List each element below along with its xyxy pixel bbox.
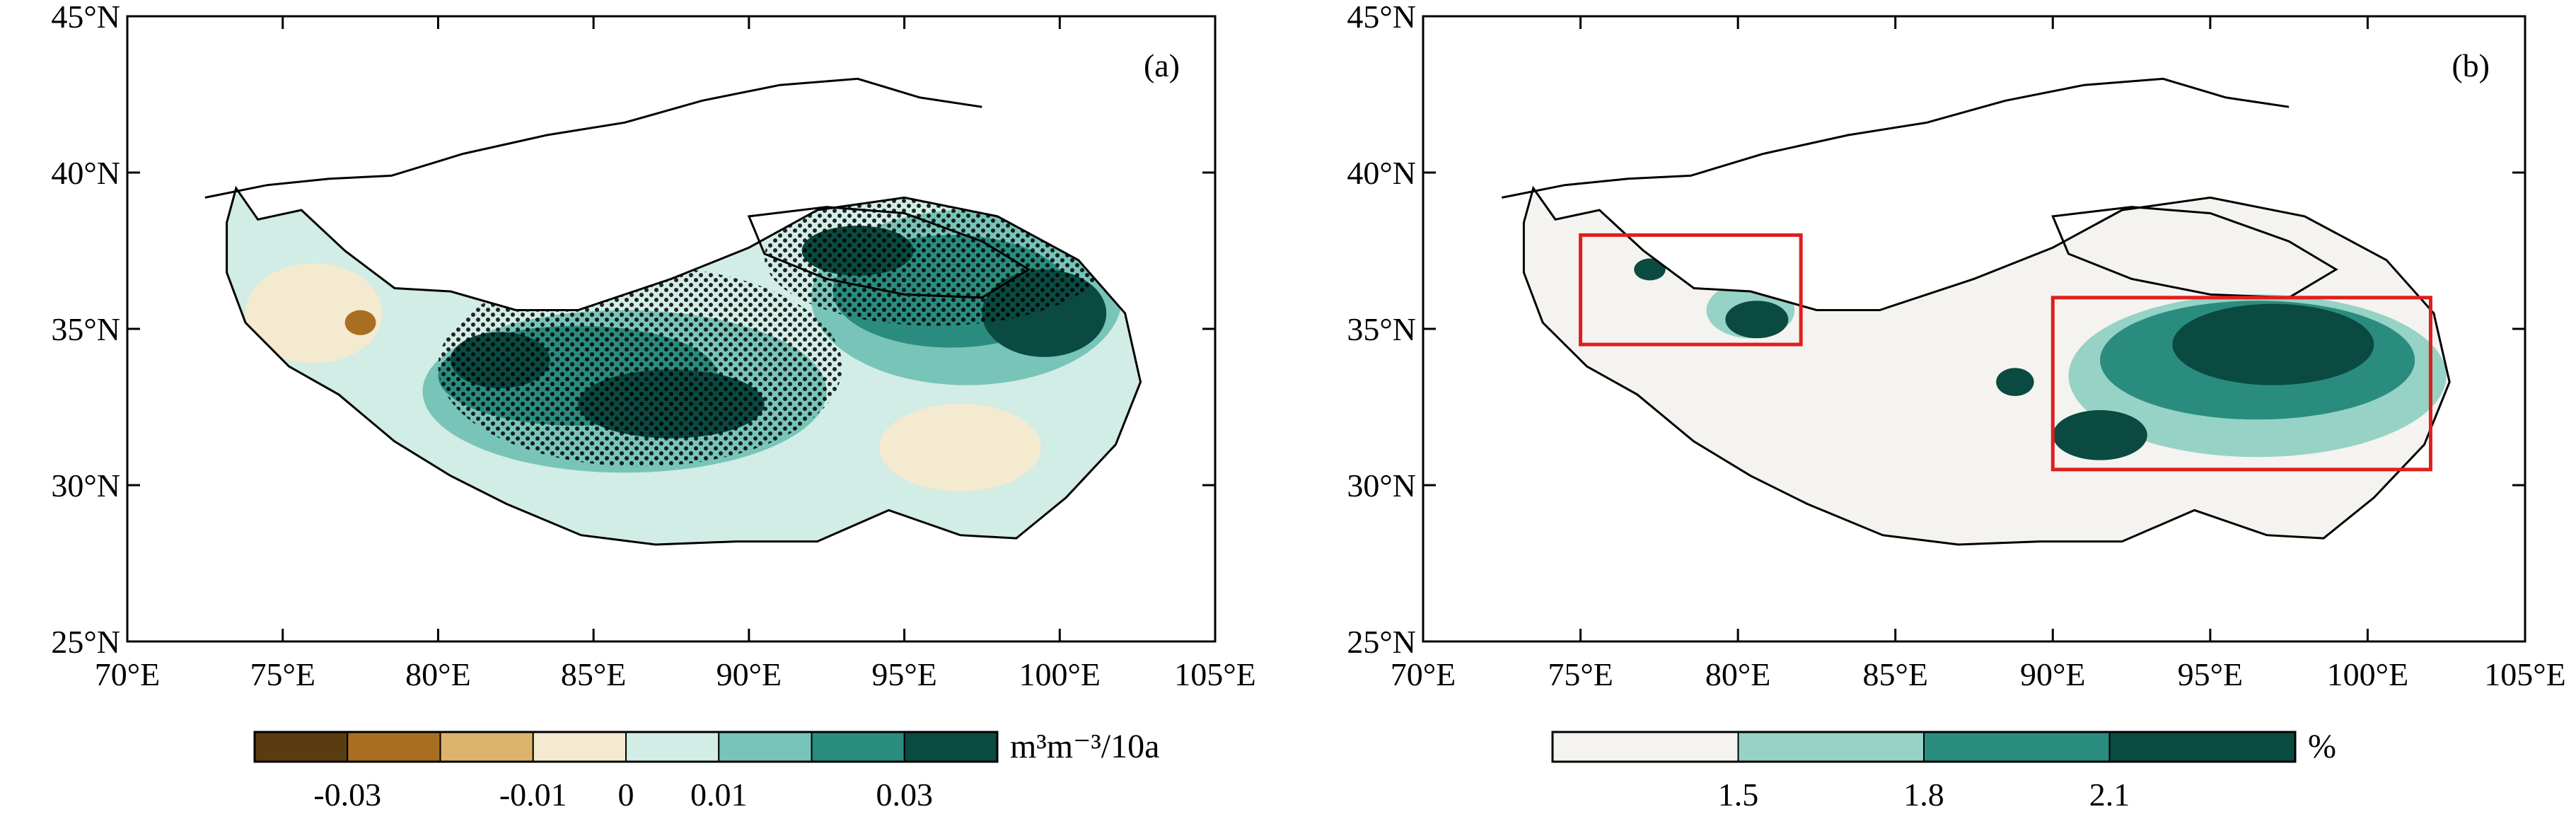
colorbar-unit: m³m⁻³/10a <box>1010 728 1159 765</box>
x-tick-label: 80°E <box>1705 656 1771 692</box>
field-patch-west-max <box>1725 301 1789 339</box>
x-tick-label: 80°E <box>405 656 471 692</box>
field-patch-southwest-max <box>2053 409 2147 460</box>
plateau-boundary <box>226 185 1142 546</box>
colorbar-swatch <box>625 731 720 762</box>
colorbar-tick-label: 0 <box>618 777 634 813</box>
colorbar-swatch <box>2108 731 2296 762</box>
y-tick-label: 45°N <box>51 0 120 35</box>
colorbar: m³m⁻³/10a -0.03 -0.01 0 0.01 0.03 <box>253 728 1159 813</box>
colorbar-swatch <box>1737 731 1925 762</box>
colorbar-swatch <box>718 731 813 762</box>
y-tick-label: 25°N <box>51 624 120 660</box>
x-tick-label: 75°E <box>1548 656 1613 692</box>
colorbar: % 1.5 1.8 2.1 <box>1551 728 2336 813</box>
field-patch-isolated <box>1996 368 2034 397</box>
colorbar-swatch <box>811 731 905 762</box>
colorbar-swatch <box>347 731 441 762</box>
panel-b: 70°E 75°E 80°E 85°E 90°E 95°E 100°E 105°E 45°N 40… <box>1347 0 2565 813</box>
colorbar-tick-label: 1.8 <box>1903 777 1944 813</box>
x-tick-label: 85°E <box>561 656 627 692</box>
y-tick-label: 25°N <box>1347 624 1416 660</box>
x-tick-label: 95°E <box>2178 656 2244 692</box>
x-tick-label: 85°E <box>1862 656 1928 692</box>
field-patch-northeast <box>2367 207 2406 226</box>
panels: 70°E 75°E 80°E 85°E 90°E 95°E 100°E 105°E 45°N 40… <box>51 0 2565 813</box>
panel-label: (a) <box>1144 47 1180 83</box>
shaded-field <box>226 188 1141 545</box>
x-tick-label: 70°E <box>95 656 161 692</box>
colorbar-tick-label: 2.1 <box>2089 777 2130 813</box>
qaidam-boundary <box>2051 206 2338 299</box>
colorbar-frame <box>253 731 999 763</box>
colorbar-frame <box>1551 731 2297 763</box>
colorbar-swatch <box>439 731 534 762</box>
shaded-field <box>1524 188 2450 545</box>
x-tick-label: 90°E <box>2020 656 2086 692</box>
field-base <box>1524 188 2450 545</box>
colorbar-tick-label: 0.03 <box>876 777 934 813</box>
y-tick-label: 35°N <box>51 311 120 347</box>
y-tick-label: 35°N <box>1347 311 1416 347</box>
colorbar-unit: % <box>2308 728 2336 765</box>
colorbar-swatch <box>1552 731 1739 762</box>
highlight-box-2 <box>2050 296 2432 472</box>
field-patch-southeast <box>879 404 1041 492</box>
colorbar-tick-label: -0.03 <box>313 777 381 813</box>
y-tick-label: 40°N <box>1347 155 1416 191</box>
y-tick-label: 30°N <box>1347 467 1416 504</box>
y-tick-label: 30°N <box>51 467 120 504</box>
colorbar-tick-label: -0.01 <box>499 777 567 813</box>
x-tick-label: 105°E <box>2484 656 2566 692</box>
x-tick-label: 95°E <box>871 656 937 692</box>
panel-a: 70°E 75°E 80°E 85°E 90°E 95°E 100°E 105°E 45°N 40… <box>51 0 1255 813</box>
x-tick-label: 70°E <box>1391 656 1456 692</box>
y-tick-label: 40°N <box>51 155 120 191</box>
colorbar-tick-label: 0.01 <box>690 777 748 813</box>
colorbar-swatch <box>903 731 998 762</box>
field-patch-west-spot <box>1634 258 1666 281</box>
x-tick-label: 100°E <box>1019 656 1101 692</box>
panel-label: (b) <box>2452 47 2490 83</box>
field-patch-east-max <box>2172 303 2374 385</box>
x-tick-label: 75°E <box>250 656 315 692</box>
tarim-boundary <box>1502 77 2290 199</box>
highlight-box-1 <box>1579 233 1803 347</box>
x-tick-label: 105°E <box>1174 656 1256 692</box>
colorbar-swatch <box>532 731 627 762</box>
field-patch-negative <box>344 310 376 335</box>
colorbar-swatch <box>1923 731 2111 762</box>
y-tick-label: 45°N <box>1347 0 1416 35</box>
colorbar-swatch <box>254 731 349 762</box>
stipple-central <box>438 266 842 467</box>
colorbar-tick-label: 1.5 <box>1718 777 1759 813</box>
x-tick-label: 100°E <box>2327 656 2409 692</box>
field-patch-west <box>245 263 383 364</box>
qaidam-boundary <box>747 206 1031 299</box>
tarim-boundary <box>204 77 982 199</box>
x-tick-label: 90°E <box>716 656 782 692</box>
